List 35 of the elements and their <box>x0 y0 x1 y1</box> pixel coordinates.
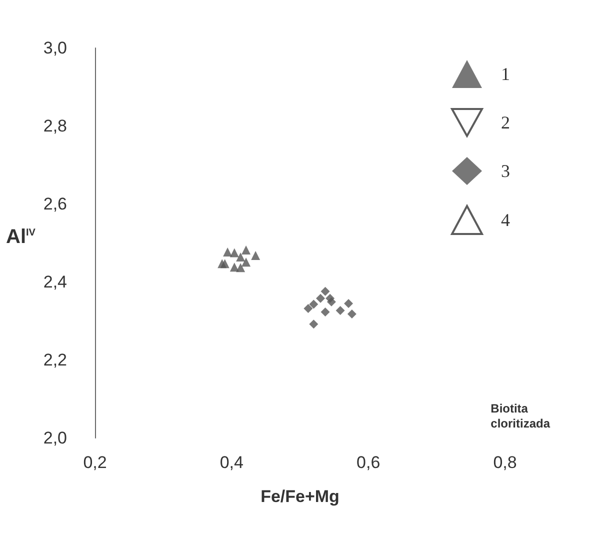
x-axis-title: Fe/Fe+Mg <box>260 487 340 506</box>
point <box>242 246 251 255</box>
point <box>242 258 251 267</box>
point <box>326 297 336 306</box>
annotation: Biotita cloritizada <box>490 402 550 430</box>
y-axis-title: Al$^{IV}$ <box>6 226 36 249</box>
y-tick-label: 2,2 <box>43 350 67 370</box>
y-tick-label: 2,8 <box>43 116 67 136</box>
point <box>218 259 227 268</box>
point <box>223 247 232 256</box>
point <box>309 320 318 329</box>
point <box>230 248 239 258</box>
legend-label: 3 <box>501 161 510 181</box>
point <box>316 294 325 303</box>
point <box>344 298 354 308</box>
x-tick-label: 0,6 <box>356 453 380 472</box>
point <box>309 300 318 309</box>
y-tick-label: 2,4 <box>43 272 67 292</box>
legend-label: 4 <box>501 210 510 230</box>
y-tick-label: 3,0 <box>43 38 67 58</box>
x-tick-label: 0,2 <box>83 453 107 472</box>
point <box>304 304 313 314</box>
legend-label: 1 <box>501 64 510 84</box>
point <box>236 252 246 262</box>
y-tick-label: 2,0 <box>43 428 67 448</box>
point <box>336 306 345 315</box>
y-tick-label: 2,6 <box>43 194 67 214</box>
x-tick-label: 0,8 <box>493 453 517 472</box>
point <box>347 309 356 318</box>
point <box>251 250 260 260</box>
point <box>236 263 246 272</box>
point <box>320 286 330 296</box>
point <box>320 308 330 317</box>
x-tick-label: 0,4 <box>220 453 244 472</box>
legend-label: 2 <box>501 112 510 132</box>
